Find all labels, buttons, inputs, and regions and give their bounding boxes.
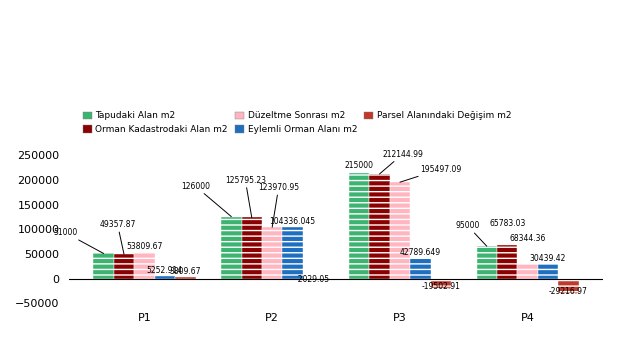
Bar (221, 217, 242, 279)
Text: 42789.649: 42789.649 (400, 248, 441, 257)
Bar (134, 252, 154, 279)
Text: 5252.914: 5252.914 (147, 266, 183, 275)
Bar (476, 246, 497, 279)
Text: 68344.36: 68344.36 (509, 234, 546, 243)
Text: 49357.87: 49357.87 (99, 220, 136, 254)
Bar (242, 217, 262, 279)
Bar (282, 227, 303, 279)
Text: 123970.95: 123970.95 (258, 183, 299, 227)
Bar (497, 245, 517, 279)
Bar (154, 276, 175, 279)
Text: 65783.03: 65783.03 (489, 219, 525, 228)
Legend: Tapudaki Alan m2, Orman Kadastrodaki Alan m2, Düzeltme Sonrası m2, Eylemli Orman: Tapudaki Alan m2, Orman Kadastrodaki Ala… (79, 108, 515, 138)
Bar (175, 277, 195, 279)
Text: 30439.42: 30439.42 (530, 254, 566, 263)
Text: 126000: 126000 (181, 182, 231, 217)
Text: 215000: 215000 (345, 161, 373, 170)
Bar (517, 264, 538, 279)
Bar (349, 173, 370, 279)
Bar (390, 182, 410, 279)
Text: 195497.09: 195497.09 (400, 165, 462, 182)
Text: 95000: 95000 (455, 221, 487, 246)
Bar (262, 227, 282, 279)
Text: 212144.99: 212144.99 (379, 150, 423, 174)
Bar (558, 279, 578, 293)
Text: -29216.97: -29216.97 (549, 287, 588, 296)
Text: 3809.67: 3809.67 (169, 267, 201, 276)
Text: 51000: 51000 (53, 228, 104, 254)
Text: -19502.91: -19502.91 (421, 282, 460, 291)
Bar (114, 254, 134, 279)
Bar (431, 279, 451, 288)
Text: 104336.045: 104336.045 (269, 217, 316, 226)
Text: 125795.23: 125795.23 (225, 176, 266, 217)
Bar (93, 254, 114, 279)
Bar (538, 264, 558, 279)
Text: -2029.05: -2029.05 (296, 274, 330, 284)
Bar (303, 279, 323, 280)
Text: 53809.67: 53809.67 (126, 242, 163, 251)
Bar (410, 258, 431, 279)
Bar (370, 174, 390, 279)
